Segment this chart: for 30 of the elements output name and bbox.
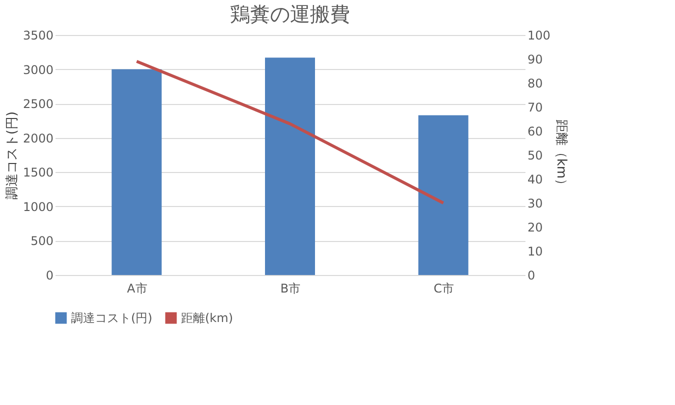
y-tick-label: 3500 (22, 28, 54, 42)
bar (265, 58, 315, 275)
y-tick-label: 1500 (22, 166, 54, 180)
y-tick-label: 0 (46, 268, 54, 282)
y-tick-label: 2500 (22, 97, 54, 112)
legend-label: 調達コスト(円) (71, 311, 152, 325)
bar (418, 115, 468, 275)
y2-tick-label: 90 (528, 52, 543, 66)
y2-tick-label: 20 (528, 220, 543, 234)
bar (112, 69, 162, 275)
y-tick-label: 3000 (22, 62, 54, 77)
y-tick-label: 2000 (22, 131, 54, 146)
y2-tick-label: 80 (528, 76, 543, 90)
x-tick-label: B市 (280, 282, 301, 296)
chart-title: 鶏糞の運搬費 (230, 2, 350, 26)
x-tick-label: C市 (434, 282, 454, 296)
y2-tick-label: 60 (528, 124, 543, 138)
y2-tick-label: 70 (528, 100, 543, 114)
y-axis-title: 調達コスト(円) (4, 111, 20, 200)
y2-tick-label: 30 (528, 196, 543, 210)
y2-tick-label: 10 (528, 244, 543, 258)
y-tick-label: 1000 (22, 200, 54, 214)
y2-axis-title: 距離（km） (553, 119, 568, 192)
y-tick-label: 500 (30, 234, 54, 248)
y2-tick-label: 40 (528, 172, 543, 186)
y2-tick-label: 50 (528, 148, 543, 162)
y2-tick-label: 0 (528, 268, 536, 282)
x-tick-label: A市 (127, 282, 148, 296)
legend-label: 距離(km) (181, 311, 234, 325)
y2-tick-label: 100 (528, 28, 550, 42)
